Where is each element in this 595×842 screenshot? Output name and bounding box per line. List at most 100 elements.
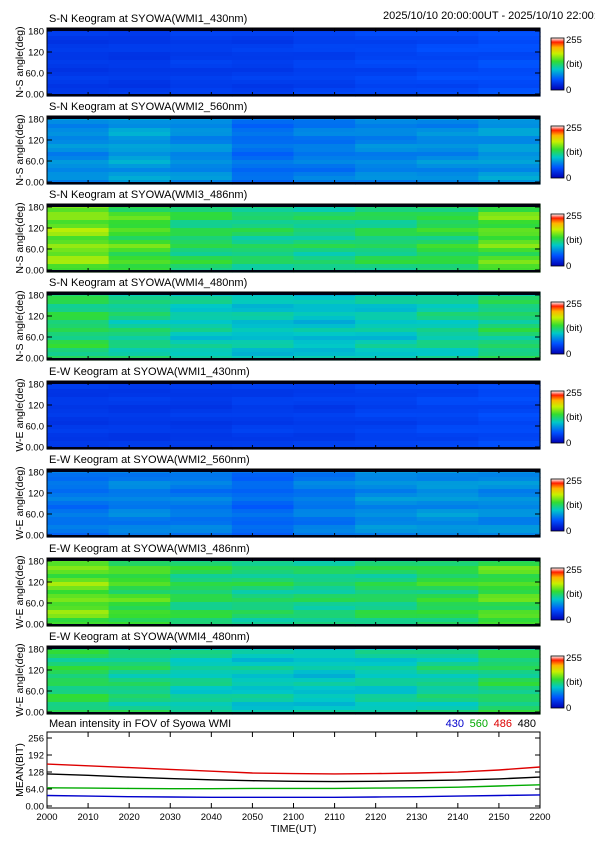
keogram-cell [170,702,233,707]
keogram-cell [231,698,295,703]
keogram-cell [47,216,110,221]
keogram-cell [47,509,110,514]
keogram-cell [293,397,356,402]
keogram-cell [478,582,541,587]
y-tick-label: 60.0 [26,599,45,610]
keogram-cell [108,706,171,711]
keogram-cell [108,232,171,237]
keogram-cell [416,248,479,253]
y-axis-label: W-E angle(deg) [14,378,26,451]
keogram-image [47,381,541,450]
keogram-cell [47,300,110,305]
keogram-cell [293,144,356,149]
keogram-cell [293,489,356,494]
keogram-cell [478,260,541,265]
keogram-cell [231,521,295,526]
keogram-cell [416,505,479,510]
y-axis-label: N-S angle(deg) [14,114,26,185]
colorbar-unit-label: (bit) [566,323,582,334]
keogram-cell [478,72,541,77]
keogram-cell [170,650,233,655]
keogram-cell [478,493,541,498]
keogram-cell [293,421,356,426]
keogram-cell [293,393,356,398]
keogram-cell [416,128,479,133]
keogram-cell [231,228,295,233]
keogram-cell [231,40,295,45]
keogram-cell [478,706,541,711]
keogram-cell [416,328,479,333]
keogram-cell [293,248,356,253]
keogram-cell [416,389,479,394]
keogram-cell [108,521,171,526]
keogram-cell [478,48,541,53]
keogram-cell [47,385,110,390]
keogram-cell [231,120,295,125]
keogram-cell [293,706,356,711]
keogram-cell [170,574,233,579]
keogram-cell [293,68,356,73]
keogram-cell [293,124,356,129]
y-axis-label: N-S angle(deg) [14,290,26,361]
keogram-cell [108,60,171,65]
keogram-cell [47,670,110,675]
keogram-cell [170,168,233,173]
keogram-cell [47,614,110,619]
keogram-cell [170,48,233,53]
keogram-cell [47,320,110,325]
keogram-cell [416,690,479,695]
keogram-cell [231,433,295,438]
keogram-cell [231,393,295,398]
keogram-cell [293,433,356,438]
keogram-cell [355,148,418,153]
colorbar [550,37,565,91]
keogram-cell [170,670,233,675]
keogram-cell [47,393,110,398]
keogram-cell [170,566,233,571]
keogram-cell [170,437,233,442]
y-tick-label: 60.0 [26,157,45,168]
keogram-cell [293,662,356,667]
keogram-cell [108,256,171,261]
keogram-cell [231,481,295,486]
keogram-cell [416,586,479,591]
keogram-cell [170,578,233,583]
keogram-cell [355,328,418,333]
x-tick-label: 2100 [283,812,304,823]
y-tick-label: 0.00 [26,531,45,542]
keogram-cell [170,88,233,93]
keogram-cell [108,594,171,599]
keogram-cell [416,52,479,57]
keogram-cell [47,489,110,494]
keogram-cell [293,132,356,137]
keogram-cell [293,352,356,357]
keogram-cell [355,658,418,663]
x-tick-label: 2140 [447,812,468,823]
keogram-cell [416,521,479,526]
keogram-cell [108,421,171,426]
keogram-cell [170,52,233,57]
keogram-cell [231,224,295,229]
keogram-cell [416,296,479,301]
keogram-cell [478,44,541,49]
keogram-cell [170,654,233,659]
keogram-cell [293,36,356,41]
keogram-cell [47,144,110,149]
keogram-cell [231,602,295,607]
keogram-cell [170,304,233,309]
keogram-cell [170,614,233,619]
keogram-cell [47,598,110,603]
keogram-cell [293,316,356,321]
keogram-cell [416,501,479,506]
keogram-cell [293,505,356,510]
keogram-cell [231,594,295,599]
keogram-cell [108,140,171,145]
keogram-cell [293,682,356,687]
keogram-cell [47,208,110,213]
keogram-cell [47,606,110,611]
colorbar [550,125,565,179]
keogram-cell [108,264,171,269]
keogram-cell [170,421,233,426]
y-tick-label: 120 [28,312,44,323]
